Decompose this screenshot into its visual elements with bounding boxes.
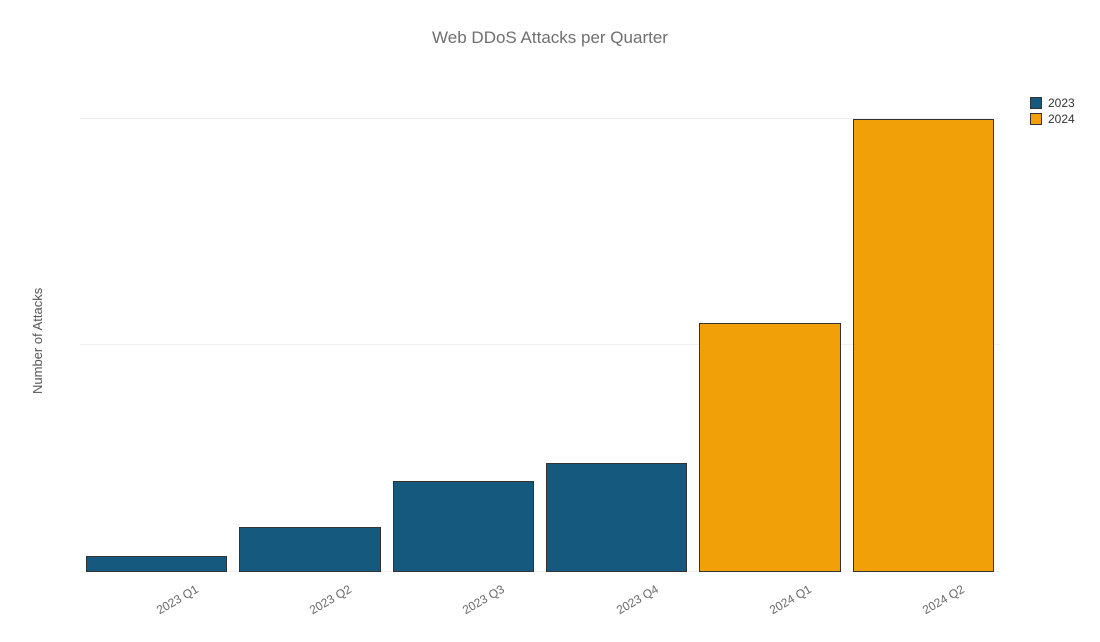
- legend-item: 2024: [1030, 112, 1075, 126]
- y-axis-label: Number of Attacks: [30, 288, 45, 394]
- bar: [393, 481, 534, 572]
- x-tick-label: 2023 Q2: [307, 582, 354, 617]
- x-tick-label: 2023 Q3: [460, 582, 507, 617]
- bar: [853, 119, 994, 572]
- x-tick-label: 2024 Q1: [767, 582, 814, 617]
- bar: [699, 323, 840, 572]
- legend-label: 2023: [1048, 96, 1075, 110]
- plot-area: [80, 96, 1000, 572]
- bar: [86, 556, 227, 572]
- x-tick-label: 2023 Q1: [154, 582, 201, 617]
- bar: [239, 527, 380, 572]
- legend-swatch: [1030, 113, 1042, 125]
- legend-item: 2023: [1030, 96, 1075, 110]
- chart-title: Web DDoS Attacks per Quarter: [0, 28, 1100, 48]
- legend-swatch: [1030, 97, 1042, 109]
- legend-label: 2024: [1048, 112, 1075, 126]
- x-tick-label: 2024 Q2: [920, 582, 967, 617]
- bar: [546, 463, 687, 572]
- x-tick-label: 2023 Q4: [614, 582, 661, 617]
- legend: 2023 2024: [1030, 96, 1075, 128]
